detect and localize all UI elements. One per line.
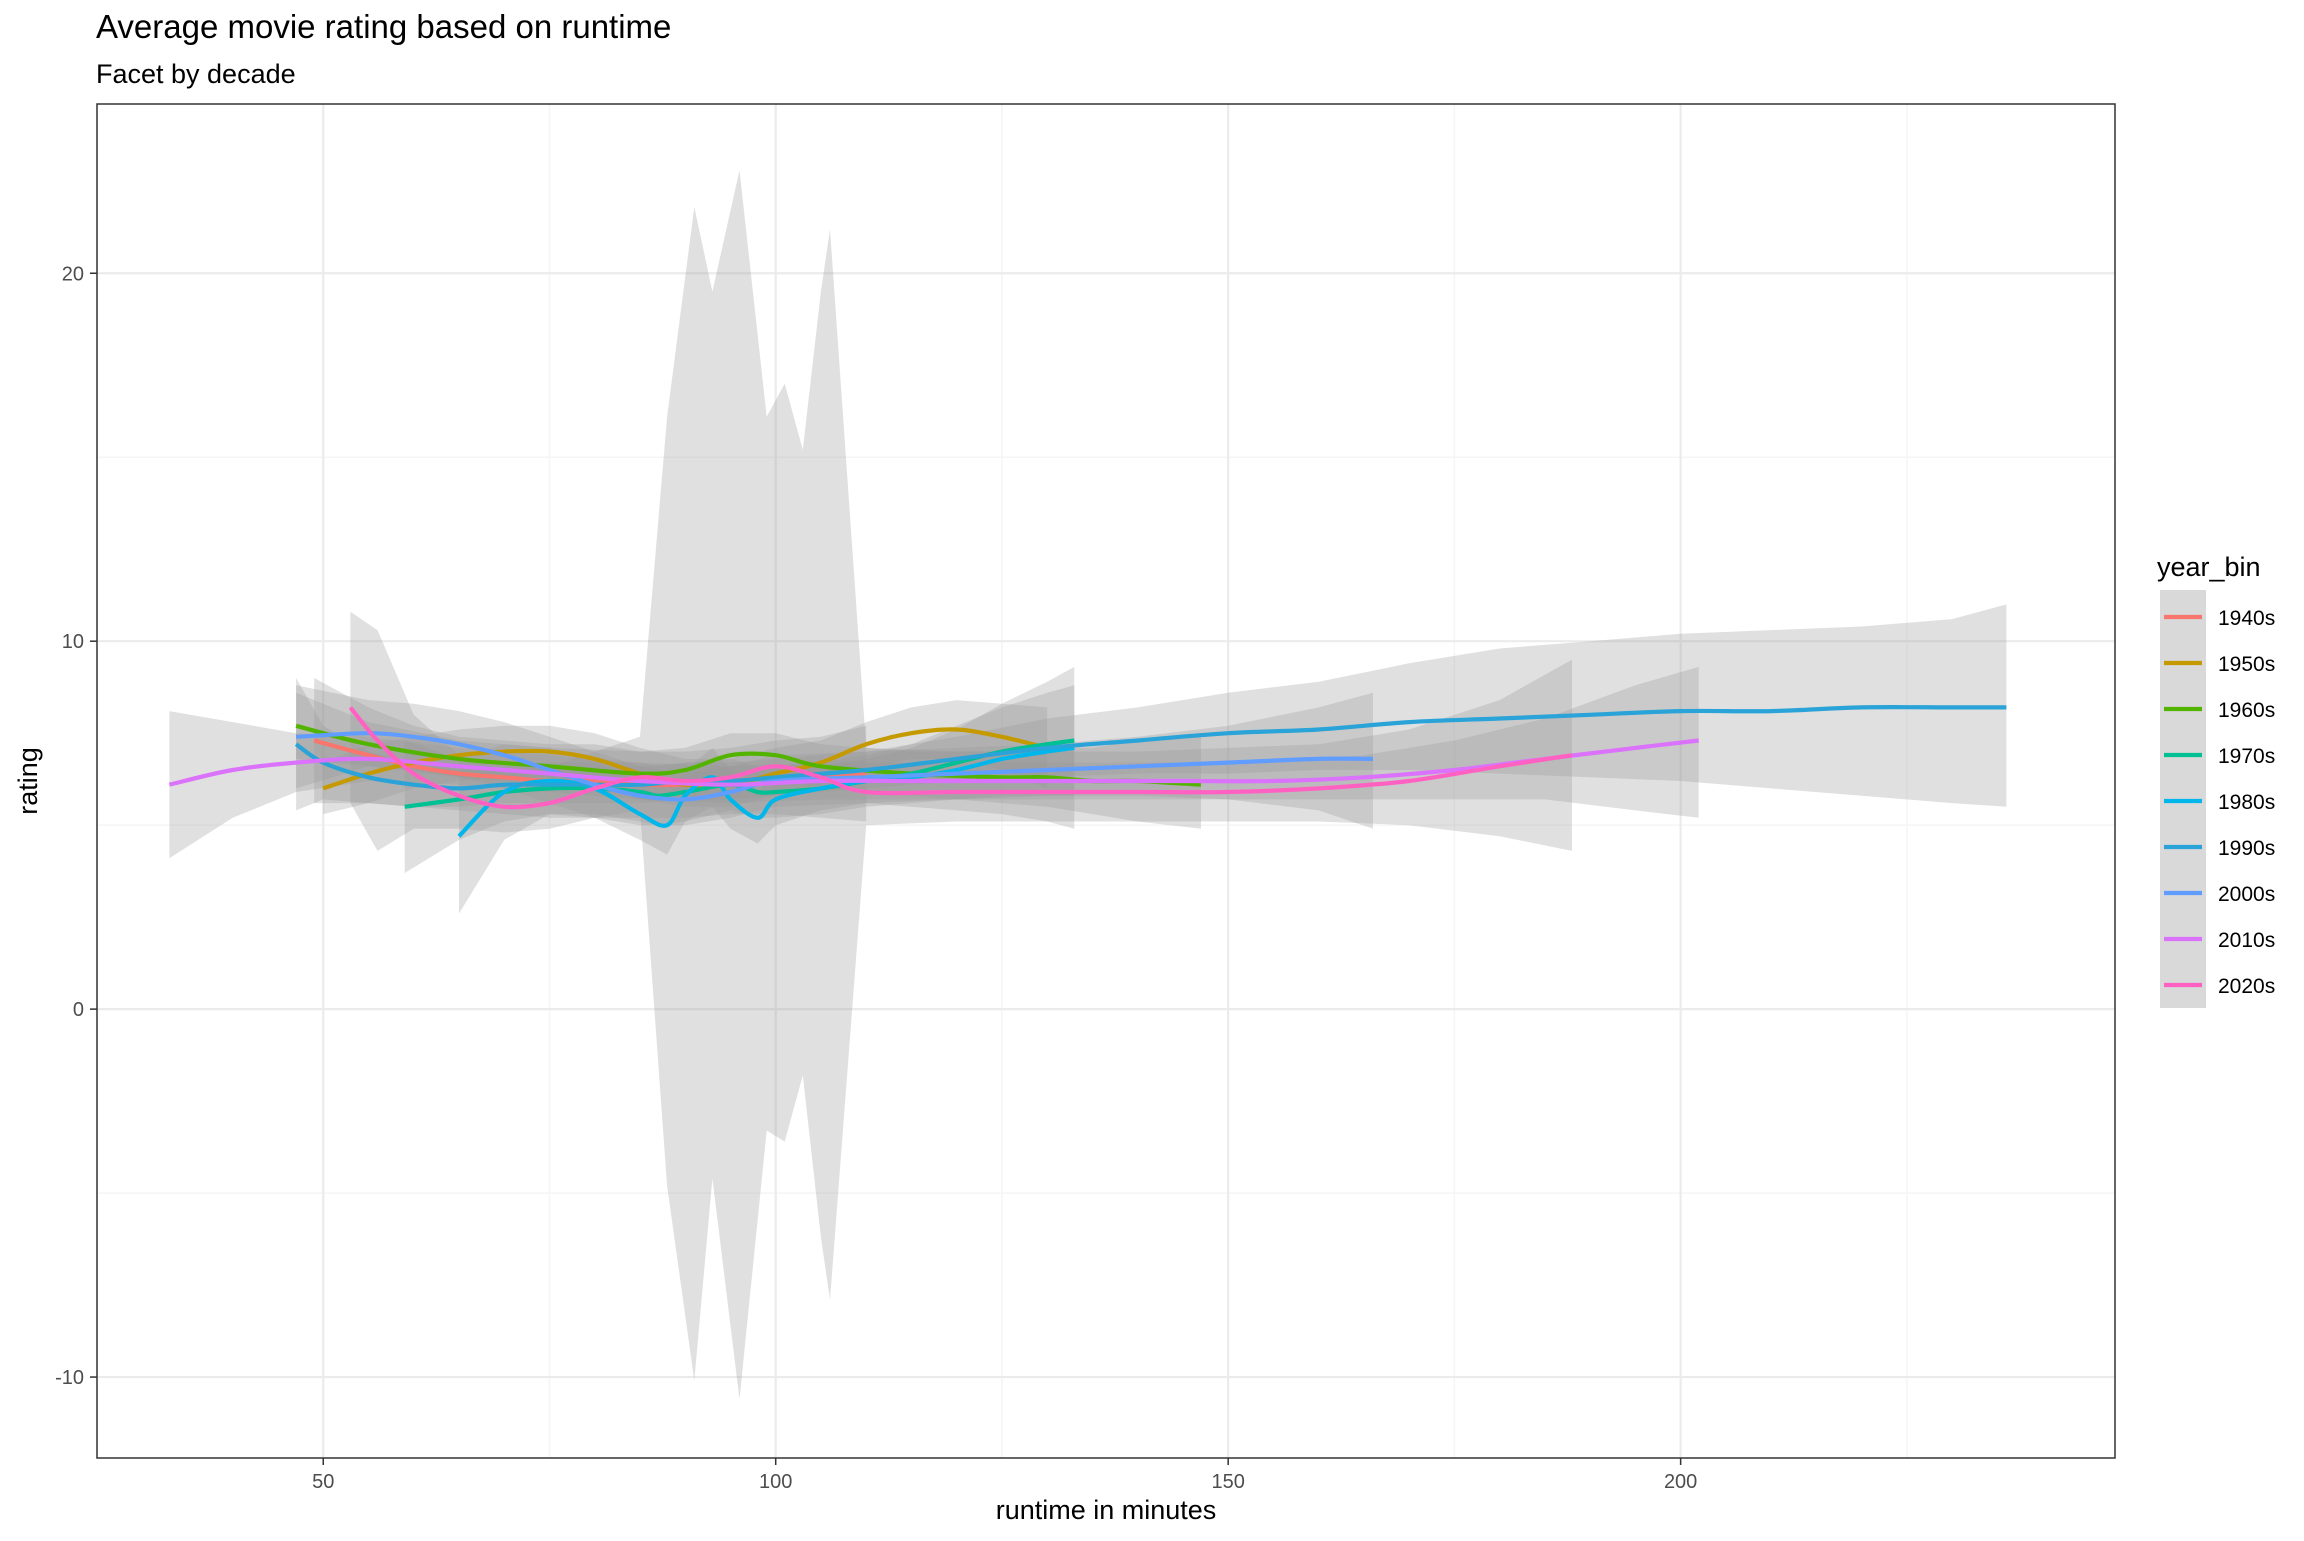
x-tick-label: 150 — [1211, 1471, 1244, 1493]
y-tick-label: 20 — [62, 263, 84, 285]
x-axis: 50 100 150 200 — [312, 1458, 1697, 1493]
y-tick-label: 10 — [62, 631, 84, 653]
y-axis-title: rating — [13, 747, 43, 815]
series-line-2010s — [168, 738, 1699, 787]
series-line-1980s — [457, 745, 1075, 838]
x-tick-label: 200 — [1664, 1471, 1697, 1493]
legend-label-2020s: 2020s — [2218, 975, 2275, 998]
y-tick-label: 0 — [73, 999, 84, 1021]
legend: year_bin 1940s 1950s 1960s 1970s 1980s 1990s 2… — [2157, 552, 2275, 1008]
legend-label-2000s: 2000s — [2218, 883, 2275, 906]
ribbon-1980s — [459, 666, 1075, 914]
x-axis-title: runtime in minutes — [996, 1495, 1217, 1525]
panel-border — [96, 103, 2116, 1459]
legend-title: year_bin — [2157, 552, 2261, 582]
ribbon-1950s — [323, 700, 1048, 815]
legend-label-1940s: 1940s — [2218, 607, 2275, 630]
legend-label-1970s: 1970s — [2218, 745, 2275, 768]
ribbon-2020s — [350, 170, 1572, 1400]
series-lines — [168, 705, 2007, 838]
ribbon-1960s — [296, 692, 1202, 829]
legend-label-1980s: 1980s — [2218, 791, 2275, 814]
series-line-1990s — [294, 705, 2007, 791]
y-tick-label: -10 — [55, 1367, 84, 1389]
chart-subtitle: Facet by decade — [96, 59, 296, 89]
legend-label-2010s: 2010s — [2218, 929, 2275, 952]
ribbon-1990s — [296, 604, 2007, 811]
legend-label-1950s: 1950s — [2218, 653, 2275, 676]
series-line-2020s — [348, 706, 1573, 810]
x-tick-label: 100 — [759, 1471, 792, 1493]
y-axis: -10 0 10 20 — [55, 263, 97, 1389]
legend-label-1960s: 1960s — [2218, 699, 2275, 722]
series-line-2000s — [295, 731, 1374, 802]
chart-title: Average movie rating based on runtime — [96, 8, 671, 45]
x-tick-label: 50 — [312, 1471, 334, 1493]
legend-label-1990s: 1990s — [2218, 837, 2275, 860]
